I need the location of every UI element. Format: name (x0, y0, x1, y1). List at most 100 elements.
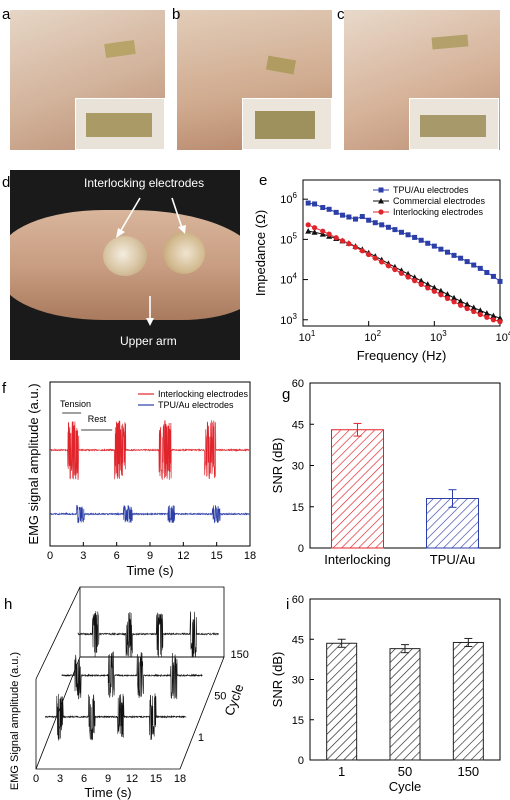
emg-trace-f-1 (49, 504, 251, 524)
x-axis-label-f: Time (s) (126, 563, 173, 578)
legend-label-f-1: TPU/Au electrodes (158, 400, 234, 410)
point-e-2-28 (490, 317, 497, 323)
point-e-2-3 (326, 231, 332, 237)
y-axis-label-i: SNR (dB) (270, 652, 285, 708)
point-e-0-14 (398, 229, 404, 235)
point-e-1-23 (457, 297, 464, 304)
legend-marker-e-0 (378, 187, 384, 193)
point-e-2-25 (471, 308, 477, 315)
point-e-0-13 (392, 227, 398, 233)
y-axis-label-g: SNR (dB) (270, 438, 285, 494)
bar-g-0 (331, 429, 384, 549)
category-label-g-1: TPU/Au (430, 552, 476, 567)
point-e-2-14 (398, 270, 405, 276)
point-e-0-15 (405, 232, 411, 238)
panel-label-i: i (286, 596, 290, 613)
electrode-right (163, 232, 205, 274)
electrode-a (104, 39, 136, 59)
y-axis-label-f: EMG signal amplitude (a.u.) (26, 383, 41, 544)
point-e-2-19 (431, 288, 437, 294)
photo-c-wrist-twisted (344, 10, 500, 150)
y-tick-label-e-1: 104 (280, 272, 297, 287)
point-e-0-3 (326, 206, 332, 212)
point-e-0-22 (451, 252, 457, 258)
emg-trace-h-0 (45, 693, 187, 741)
y-tick-label-g-1: 15 (292, 502, 304, 514)
point-e-2-10 (372, 255, 378, 261)
x-tick-label-h-4: 12 (126, 773, 138, 785)
point-e-0-5 (340, 212, 346, 218)
x-tick-label-f-1: 3 (80, 550, 86, 562)
chart-e: 101 102 103 104 103 104 105 106 Frequency (Hz) Im… (245, 168, 510, 368)
point-e-1-26 (477, 307, 484, 314)
point-e-1-17 (418, 277, 425, 284)
photo-b-wrist-bent (177, 10, 332, 150)
point-e-2-7 (352, 244, 359, 250)
point-e-2-16 (412, 278, 418, 284)
chart-h: 0 3 6 9 12 15 18 Time (s) EMG Signal amplitude (… (0, 586, 260, 800)
x-tick-label-e-1: 102 (364, 329, 381, 344)
z-tick-label-h-2: 150 (230, 649, 248, 661)
panel-label-e: e (259, 172, 268, 189)
emg-trace-f-0 (49, 420, 251, 480)
point-e-0-4 (333, 209, 339, 215)
point-e-2-11 (379, 259, 385, 265)
x-tick-label-h-3: 9 (105, 773, 111, 785)
category-label-i-2: 150 (457, 764, 479, 779)
category-label-i-0: 1 (338, 764, 345, 779)
point-e-2-6 (346, 241, 352, 247)
point-e-0-19 (431, 243, 437, 249)
panel-label-d: d (2, 174, 11, 191)
electrode-b (265, 55, 297, 75)
point-e-0-29 (497, 278, 503, 284)
point-e-1-1 (311, 229, 318, 235)
x-tick-label-h-0: 0 (33, 773, 39, 785)
bar-i-1 (389, 648, 421, 761)
x-tick-label-e-2: 103 (430, 329, 447, 344)
chart-i: 0 15 30 45 60 SNR (dB) 1 50 150 Cycle (265, 592, 510, 800)
chart-g: 0 15 30 45 60 SNR (dB) Interlocking TPU/Au (265, 378, 510, 588)
y-tick-label-i-3: 45 (292, 634, 304, 646)
inset-a (75, 98, 165, 150)
point-e-2-8 (359, 248, 365, 254)
point-e-1-27 (483, 310, 490, 316)
photo-a-wrist (10, 10, 165, 150)
point-e-0-28 (490, 273, 496, 279)
point-e-0-11 (379, 222, 385, 228)
point-e-1-0 (305, 227, 312, 234)
bar-i-2 (452, 641, 484, 761)
point-e-2-15 (405, 274, 411, 280)
y-tick-label-i-1: 15 (292, 715, 304, 727)
chart-f: 0 3 6 9 12 15 18 Time (s) EMG signal amplitude (… (10, 378, 260, 588)
point-e-2-1 (311, 225, 318, 231)
point-e-2-26 (477, 311, 483, 318)
point-e-1-24 (464, 301, 471, 307)
bar-i-0 (326, 642, 358, 761)
legend-marker-e-1 (378, 198, 384, 204)
panel-label-a: a (2, 6, 11, 23)
panel-label-h: h (4, 596, 13, 613)
x-tick-label-e-3: 104 (496, 329, 510, 344)
point-e-2-27 (484, 314, 490, 320)
point-e-1-16 (411, 274, 418, 280)
emg-trace-h-2 (77, 611, 219, 658)
x-tick-label-f-0: 0 (47, 550, 53, 562)
plot-frame-e (302, 179, 501, 327)
x-tick-label-h-1: 3 (57, 773, 63, 785)
y-tick-label-i-2: 30 (292, 675, 304, 687)
annotation-tension: Tension (60, 399, 91, 409)
inset-b (242, 98, 332, 150)
x-tick-label-f-2: 6 (114, 550, 120, 562)
y-tick-label-i-0: 0 (298, 755, 304, 767)
point-e-2-24 (464, 305, 470, 312)
y-tick-label-e-3: 106 (280, 191, 297, 206)
electrode-c (431, 34, 469, 50)
annotation-rest: Rest (88, 414, 107, 424)
point-e-2-22 (451, 299, 457, 305)
y-tick-label-g-0: 0 (298, 543, 304, 555)
point-e-1-19 (431, 284, 438, 291)
back-wall-h (79, 586, 225, 658)
x-axis-label-h: Time (s) (84, 785, 131, 800)
y-tick-label-g-4: 60 (292, 378, 304, 390)
x-tick-label-h-2: 6 (81, 773, 87, 785)
